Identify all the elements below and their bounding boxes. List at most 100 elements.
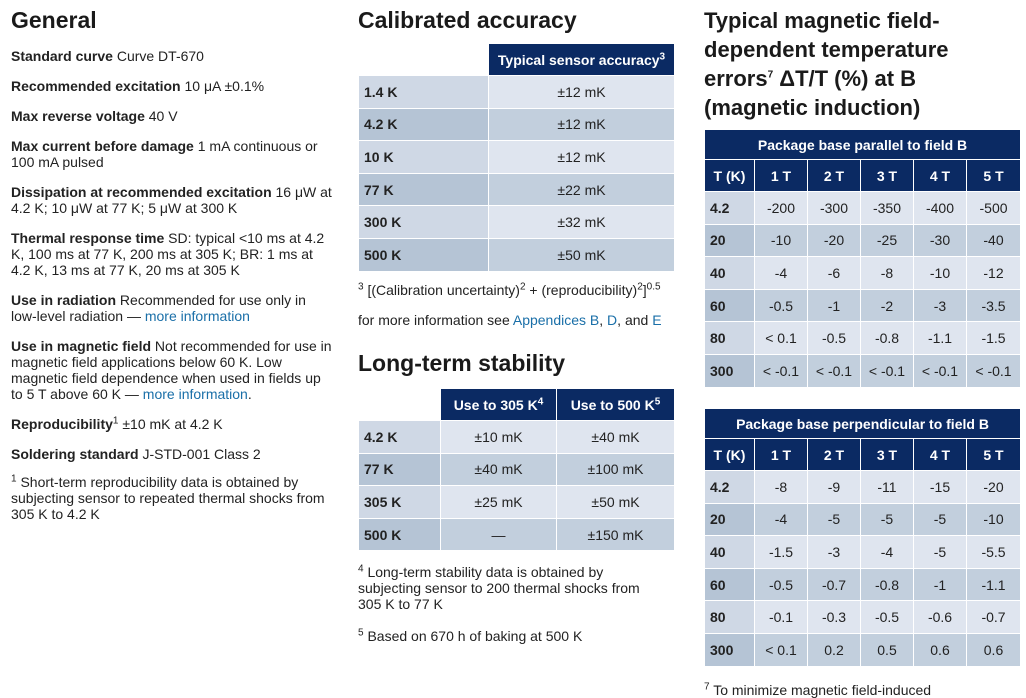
header-cell — [358, 43, 489, 76]
text: Typical sensor accuracy — [497, 51, 660, 68]
row-header: 77 K — [358, 452, 441, 487]
row-header: 4.2 K — [358, 420, 441, 454]
text: + (reproducibility) — [525, 282, 638, 298]
link[interactable]: E — [652, 312, 662, 328]
footnote-mark: 5 — [358, 627, 364, 639]
row-header: 60 — [704, 567, 755, 602]
spec-item: Use in magnetic field Not recommended fo… — [11, 338, 333, 402]
header-cell: 1 T — [754, 438, 808, 471]
header-cell: 1 T — [754, 159, 808, 192]
text: [(Calibration uncertainty) — [363, 282, 520, 298]
cell: < -0.1 — [913, 353, 967, 388]
caption-row: Package base perpendicular to field B — [704, 408, 1021, 439]
cell: -300 — [807, 191, 861, 225]
header-cell: 5 T — [966, 438, 1021, 471]
row-header: 60 — [704, 288, 755, 323]
cell: -5 — [807, 502, 861, 537]
table-row: 77 K ±40 mK ±100 mK — [358, 452, 675, 487]
row-header: 80 — [704, 600, 755, 634]
cell: — — [440, 517, 557, 552]
data-table: Use to 305 K4 Use to 500 K5 4.2 K ±10 mK ±40… — [358, 388, 675, 552]
footnote: for more information see Appendices B, D… — [358, 312, 674, 328]
label: Max current before damage — [11, 138, 194, 154]
table-row: 4.2 -8 -9 -11 -15 -20 — [704, 470, 1021, 504]
text: 10 μA ±0.1% — [180, 78, 265, 94]
cell: -0.3 — [807, 600, 861, 634]
cell: < -0.1 — [807, 353, 861, 388]
table-row: 1.4 K ±12 mK — [358, 75, 675, 109]
footnote-mark: 5 — [654, 395, 661, 407]
link[interactable]: more information — [142, 386, 248, 402]
section-title: General — [11, 7, 97, 33]
footnote-mark: 1 — [112, 415, 119, 427]
spec-item: Max reverse voltage 40 V — [11, 108, 333, 124]
label: Max reverse voltage — [11, 108, 145, 124]
label: Reproducibility — [11, 416, 113, 432]
header-cell: 3 T — [860, 159, 914, 192]
spec-item: Reproducibility1 ±10 mK at 4.2 K — [11, 416, 333, 432]
table-row: 10 K ±12 mK — [358, 140, 675, 174]
label: Soldering standard — [11, 446, 139, 462]
text: ] — [642, 282, 647, 298]
cell: -8 — [860, 256, 914, 290]
text: ±10 mK at 4.2 K — [118, 416, 223, 432]
row-header: 4.2 — [704, 470, 755, 504]
header-cell: 2 T — [807, 159, 861, 192]
cell: 0.6 — [966, 632, 1021, 667]
text: 1 mA continuous or 100 mA pulsed — [11, 138, 318, 170]
text: for more information see — [358, 312, 513, 328]
table-row: 500 K — ±150 mK — [358, 517, 675, 552]
cell: -4 — [754, 256, 808, 290]
spec-item: Max current before damage 1 mA continuou… — [11, 138, 333, 170]
footnote-block: 4 Long-term stability data is obtained b… — [358, 550, 658, 658]
footnote: 3 [(Calibration uncertainty)2 + (reprodu… — [358, 282, 674, 298]
text: Long-term stability data is obtained by … — [358, 564, 640, 612]
header-cell: Use to 305 K4 — [440, 388, 557, 421]
cell: ±12 mK — [488, 140, 675, 174]
cell: -0.1 — [754, 600, 808, 634]
header-cell: 5 T — [965, 159, 1022, 192]
section-title: Calibrated accuracy — [358, 7, 577, 33]
label: Standard curve — [11, 48, 113, 64]
text: , and — [617, 312, 653, 328]
cell: ±50 mK — [556, 485, 675, 519]
footnote-mark: 7 — [767, 69, 774, 81]
footnote-mark: 1 — [11, 473, 17, 485]
cell: -350 — [860, 191, 914, 225]
cell: -0.5 — [807, 321, 861, 355]
caption-row: Package base parallel to field B — [703, 129, 1022, 160]
table-row: 40 -4 -6 -8 -10 -12 — [704, 256, 1022, 290]
spec-item: Recommended excitation 10 μA ±0.1% — [11, 78, 333, 94]
cell: -0.5 — [754, 288, 808, 323]
row-header: 300 — [704, 632, 755, 667]
cell: -1 — [807, 288, 861, 323]
cell: -20 — [966, 470, 1021, 504]
footnote: 5 Based on 670 h of baking at 500 K — [358, 628, 658, 644]
cell: -0.5 — [860, 600, 914, 634]
cell: ±40 mK — [440, 452, 557, 487]
cell: -1.5 — [965, 321, 1022, 355]
cell: -200 — [754, 191, 808, 225]
link[interactable]: Appendices B — [512, 312, 600, 328]
label: Use in radiation — [11, 292, 117, 308]
table-row: 60 -0.5 -1 -2 -3 -3.5 — [704, 288, 1022, 323]
footnote: 1 Short-term reproducibility data is obt… — [11, 474, 333, 522]
row-header: 300 K — [358, 205, 489, 239]
text: 16 μW at 4.2 K; 10 μW at 77 K; 5 μW at 3… — [11, 184, 332, 216]
link[interactable]: D — [607, 312, 618, 328]
header-cell: 2 T — [807, 438, 861, 471]
footnote-mark: 0.5 — [646, 281, 661, 293]
cell: ±25 mK — [440, 485, 557, 519]
cell: -5.5 — [966, 535, 1021, 569]
table-row: 4.2 -200 -300 -350 -400 -500 — [704, 191, 1022, 225]
cell: -4 — [860, 535, 914, 569]
magnetic-column: Typical magnetic field-dependent tempera… — [703, 6, 1022, 698]
table-row: 4.2 K ±12 mK — [358, 107, 675, 142]
row-header: 4.2 K — [358, 107, 489, 142]
row-header: 77 K — [358, 172, 489, 207]
link[interactable]: more information — [144, 308, 250, 324]
